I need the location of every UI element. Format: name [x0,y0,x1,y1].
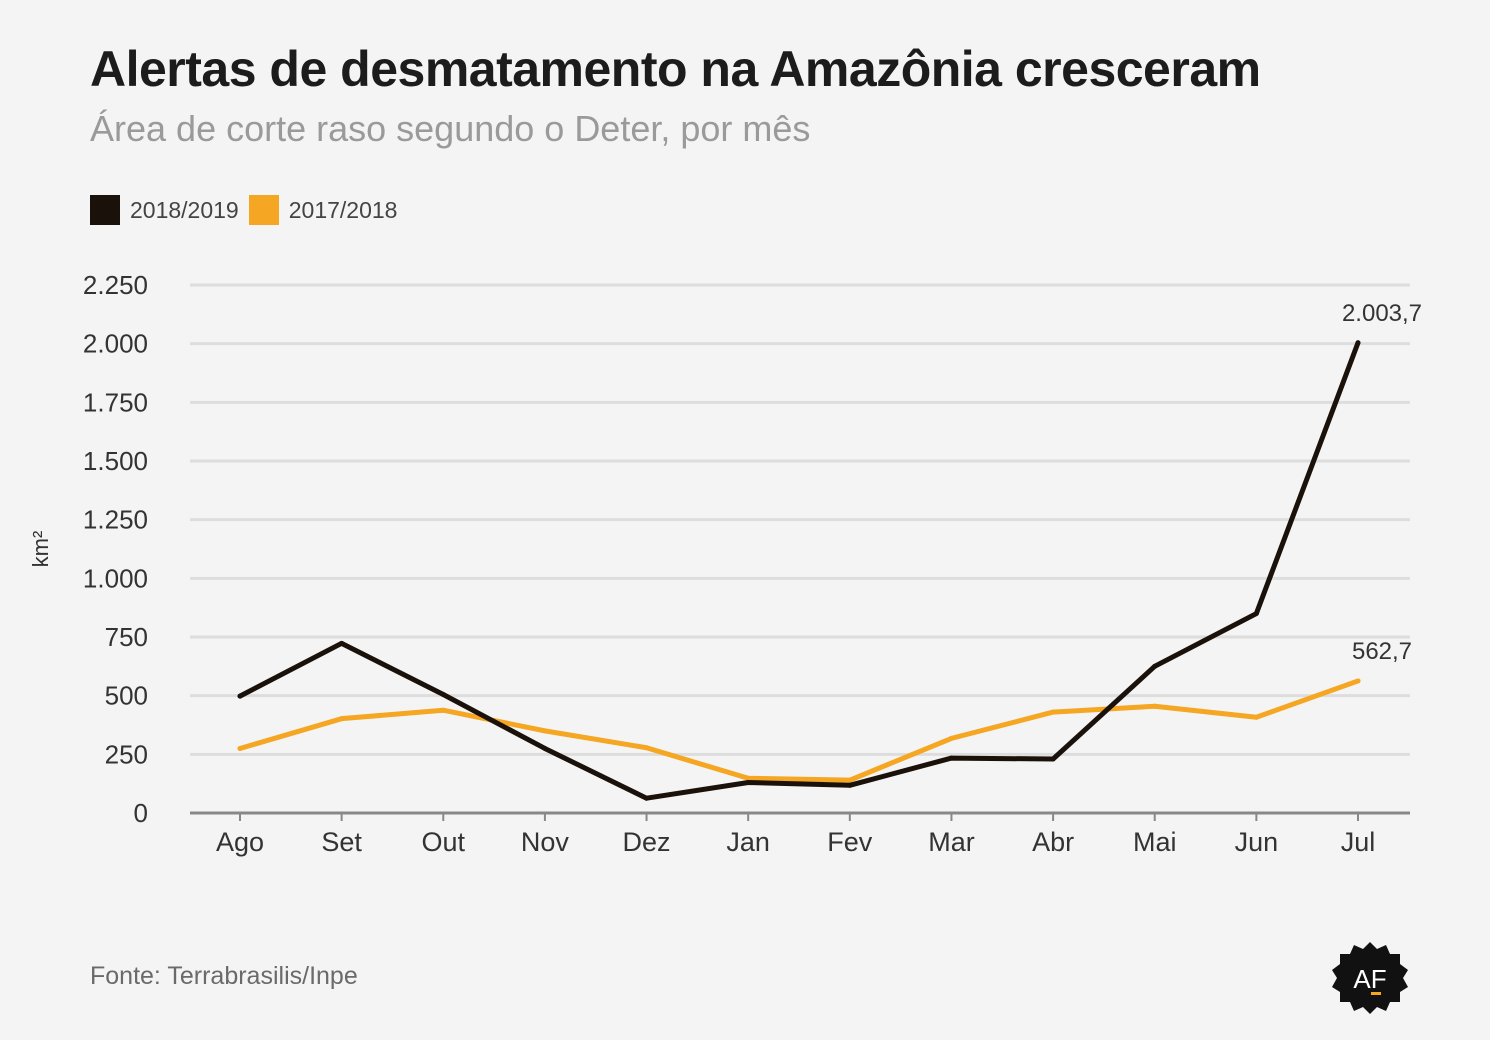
data-point [847,777,853,783]
data-point [237,693,243,699]
data-point [440,707,446,713]
data-point [1355,340,1361,346]
logo-accent [1371,992,1381,995]
x-tick-label: Dez [623,827,671,857]
data-point [1253,611,1259,617]
data-point [1050,709,1056,715]
x-tick-label: Fev [827,827,873,857]
af-logo: AF [1332,942,1408,1014]
data-point [237,745,243,751]
legend-swatch-2018-2019 [90,195,120,225]
x-tick-label: Mar [928,827,975,857]
y-axis-label: km² [28,531,53,568]
series-line-2017-2018 [237,678,1361,783]
data-point [339,716,345,722]
data-point [948,755,954,761]
source-note: Fonte: Terrabrasilis/Inpe [90,962,358,990]
logo-badge [1332,942,1408,1014]
data-point [1152,663,1158,669]
data-point [644,795,650,801]
x-tick-label: Nov [521,827,570,857]
y-tick-label: 1.500 [83,446,148,476]
y-tick-label: 1.000 [83,563,148,593]
data-point [948,735,954,741]
data-point [440,691,446,697]
chart-subtitle: Área de corte raso segundo o Deter, por … [90,108,811,149]
x-tick-label: Jan [726,827,770,857]
legend-label-2018-2019: 2018/2019 [130,196,239,223]
data-point [745,775,751,781]
y-tick-label: 2.000 [83,329,148,359]
y-tick-label: 250 [105,739,148,769]
data-point [542,728,548,734]
legend-item-2017-2018: 2017/2018 [248,195,398,225]
x-tick-label: Ago [216,827,264,857]
data-point [847,782,853,788]
y-tick-label: 1.750 [83,387,148,417]
data-point [1152,703,1158,709]
legend-item-2018-2019: 2018/2019 [90,195,239,225]
x-tick-label: Set [321,827,362,857]
y-tick-label: 500 [105,681,148,711]
chart-title: Alertas de desmatamento na Amazônia cres… [90,41,1261,97]
end-value-label: 562,7 [1352,638,1412,665]
logo-text: AF [1353,964,1386,994]
legend: 2018/2019 2017/2018 [90,195,397,225]
y-tick-label: 0 [134,798,148,828]
x-tick-label: Jul [1341,827,1376,857]
y-tick-label: 1.250 [83,505,148,535]
y-tick-label: 2.250 [83,270,148,300]
end-value-label: 2.003,7 [1342,300,1422,327]
x-tick-label: Jun [1235,827,1279,857]
data-point [644,745,650,751]
x-tick-label: Out [422,827,466,857]
data-point [745,779,751,785]
data-point [542,745,548,751]
data-point [1050,756,1056,762]
x-tick-label: Abr [1032,827,1074,857]
y-tick-label: 750 [105,622,148,652]
series-line-2018-2019 [237,340,1361,801]
x-tick-label: Mai [1133,827,1177,857]
data-point [339,640,345,646]
legend-label-2017-2018: 2017/2018 [288,196,398,223]
legend-swatch-2017-2018 [248,195,279,225]
data-point [1253,714,1259,720]
data-point [1355,678,1361,684]
